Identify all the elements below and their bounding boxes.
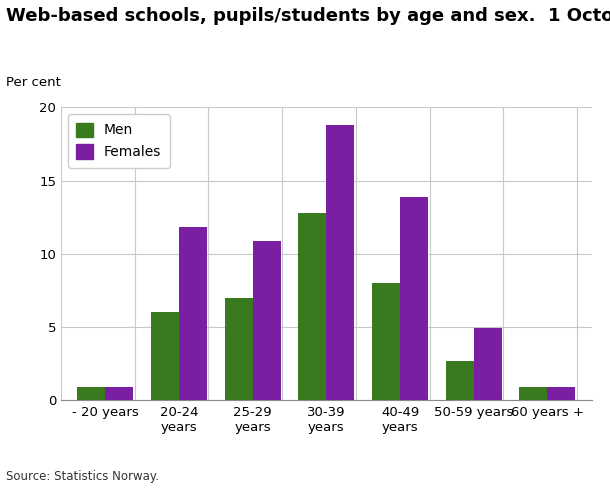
Text: Web-based schools, pupils/students by age and sex.  1 October 2012: Web-based schools, pupils/students by ag…	[6, 7, 610, 25]
Bar	[372, 283, 400, 400]
Bar	[151, 312, 179, 400]
Bar	[446, 361, 474, 400]
Bar	[224, 298, 253, 400]
Bar	[298, 213, 326, 400]
Bar	[253, 241, 281, 400]
Bar	[548, 387, 575, 400]
Bar	[326, 125, 354, 400]
Text: Source: Statistics Norway.: Source: Statistics Norway.	[6, 470, 159, 483]
Legend: Men, Females: Men, Females	[68, 114, 170, 167]
Text: Per cent: Per cent	[6, 76, 61, 89]
Bar	[105, 387, 133, 400]
Bar	[474, 328, 502, 400]
Bar	[520, 387, 547, 400]
Bar	[179, 227, 207, 400]
Bar	[400, 197, 428, 400]
Bar	[77, 387, 105, 400]
